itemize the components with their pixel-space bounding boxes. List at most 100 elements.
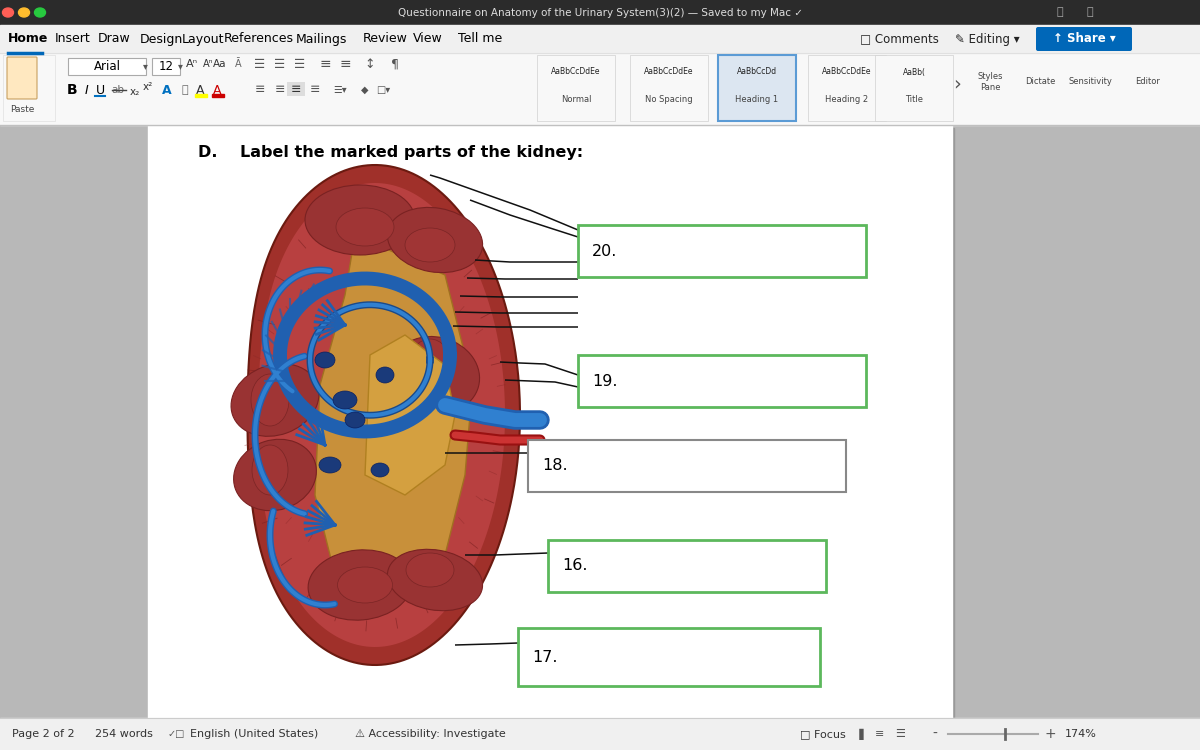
Ellipse shape [388, 208, 482, 272]
Polygon shape [258, 183, 505, 647]
Text: Review: Review [364, 32, 408, 46]
Text: Aa: Aa [214, 59, 227, 69]
Text: Dictate: Dictate [1025, 77, 1055, 86]
Text: ✓□: ✓□ [168, 729, 185, 739]
Text: 🔍: 🔍 [1057, 8, 1063, 17]
Text: ▾: ▾ [178, 62, 182, 71]
Text: ↑ Share ▾: ↑ Share ▾ [1052, 32, 1115, 46]
Text: ≡: ≡ [340, 57, 350, 71]
Text: ☰▾: ☰▾ [334, 85, 347, 95]
Text: -: - [932, 727, 937, 741]
Text: Editor: Editor [1135, 77, 1160, 86]
Text: Heading 1: Heading 1 [736, 95, 779, 104]
Text: Paste: Paste [10, 106, 34, 115]
Text: No Spacing: No Spacing [646, 95, 692, 104]
Ellipse shape [337, 567, 392, 603]
Ellipse shape [18, 8, 30, 17]
Text: ≡: ≡ [275, 83, 286, 97]
FancyBboxPatch shape [1036, 27, 1132, 51]
Text: AaBbCcDd: AaBbCcDd [737, 68, 778, 76]
Text: Heading 2: Heading 2 [826, 95, 869, 104]
Text: 17.: 17. [532, 650, 558, 664]
FancyBboxPatch shape [68, 58, 146, 75]
Ellipse shape [390, 337, 480, 413]
Text: I: I [85, 83, 89, 97]
Ellipse shape [388, 549, 482, 610]
Text: □ Comments: □ Comments [860, 32, 938, 46]
Text: □ Focus: □ Focus [800, 729, 846, 739]
Text: +: + [1044, 727, 1056, 741]
Text: AaBb(: AaBb( [902, 68, 925, 76]
Text: x²: x² [143, 82, 154, 92]
Ellipse shape [336, 208, 394, 246]
Bar [287, 82, 305, 96]
Text: 174%: 174% [1066, 729, 1097, 739]
Text: ≡: ≡ [319, 57, 331, 71]
Ellipse shape [376, 367, 394, 383]
Text: AaBbCcDdEe: AaBbCcDdEe [822, 68, 871, 76]
Text: A: A [212, 83, 221, 97]
Text: □▾: □▾ [376, 85, 390, 95]
Bar [0, 718, 1200, 750]
Bar [952, 125, 1200, 750]
Bar [0, 25, 1200, 53]
Text: Insert: Insert [55, 32, 91, 46]
Text: Sensitivity: Sensitivity [1068, 77, 1112, 86]
Text: B: B [67, 83, 77, 97]
Polygon shape [314, 235, 470, 605]
Bar [528, 440, 846, 492]
Text: ≡: ≡ [310, 83, 320, 97]
Text: ▾: ▾ [143, 62, 148, 71]
Ellipse shape [232, 364, 319, 436]
Text: ≡: ≡ [875, 729, 884, 739]
Text: Title: Title [905, 95, 923, 104]
Text: 18.: 18. [542, 458, 568, 473]
Text: A: A [196, 83, 204, 97]
Ellipse shape [319, 457, 341, 473]
Bar [518, 628, 820, 686]
Text: ab: ab [112, 85, 125, 95]
Text: View: View [413, 32, 443, 46]
Text: ›: › [953, 74, 961, 94]
Bar [0, 53, 1200, 125]
Ellipse shape [234, 440, 317, 511]
Text: Questionnaire on Anatomy of the Urinary System(3)(2) — Saved to my Mac ✓: Questionnaire on Anatomy of the Urinary … [397, 8, 803, 17]
Bar [538, 55, 616, 121]
Text: Arial: Arial [94, 60, 120, 73]
FancyBboxPatch shape [152, 58, 180, 75]
Text: x₂: x₂ [130, 87, 140, 97]
Text: 👤: 👤 [1087, 8, 1093, 17]
Text: ✎ Editing ▾: ✎ Editing ▾ [955, 32, 1020, 46]
Bar [808, 55, 886, 121]
Text: Page 2 of 2: Page 2 of 2 [12, 729, 74, 739]
Bar [194, 94, 208, 97]
Text: Aⁿ: Aⁿ [186, 59, 198, 69]
Text: D.    Label the marked parts of the kidney:: D. Label the marked parts of the kidney: [198, 146, 583, 160]
Text: Draw: Draw [98, 32, 131, 46]
Text: 19.: 19. [592, 374, 618, 388]
Text: ☰: ☰ [254, 58, 265, 70]
Bar [2, 55, 55, 121]
Text: Mailings: Mailings [296, 32, 347, 46]
Text: A: A [162, 83, 172, 97]
Ellipse shape [346, 412, 365, 428]
Ellipse shape [308, 550, 412, 620]
Bar [875, 55, 953, 121]
Text: 20.: 20. [592, 244, 617, 259]
Text: Design: Design [140, 32, 184, 46]
Ellipse shape [409, 339, 451, 391]
Text: ☰: ☰ [275, 58, 286, 70]
Text: Tell me: Tell me [458, 32, 503, 46]
Ellipse shape [251, 374, 289, 426]
Bar [148, 125, 952, 750]
Bar [0, 0, 1200, 25]
Text: 16.: 16. [562, 559, 588, 574]
Text: 254 words: 254 words [95, 729, 152, 739]
Bar [718, 55, 796, 121]
Text: ◆: ◆ [361, 85, 368, 95]
Text: U: U [96, 83, 104, 97]
Text: ⚠ Accessibility: Investigate: ⚠ Accessibility: Investigate [355, 729, 505, 739]
Text: ≡: ≡ [254, 83, 265, 97]
Text: ☰: ☰ [895, 729, 905, 739]
Ellipse shape [406, 228, 455, 262]
